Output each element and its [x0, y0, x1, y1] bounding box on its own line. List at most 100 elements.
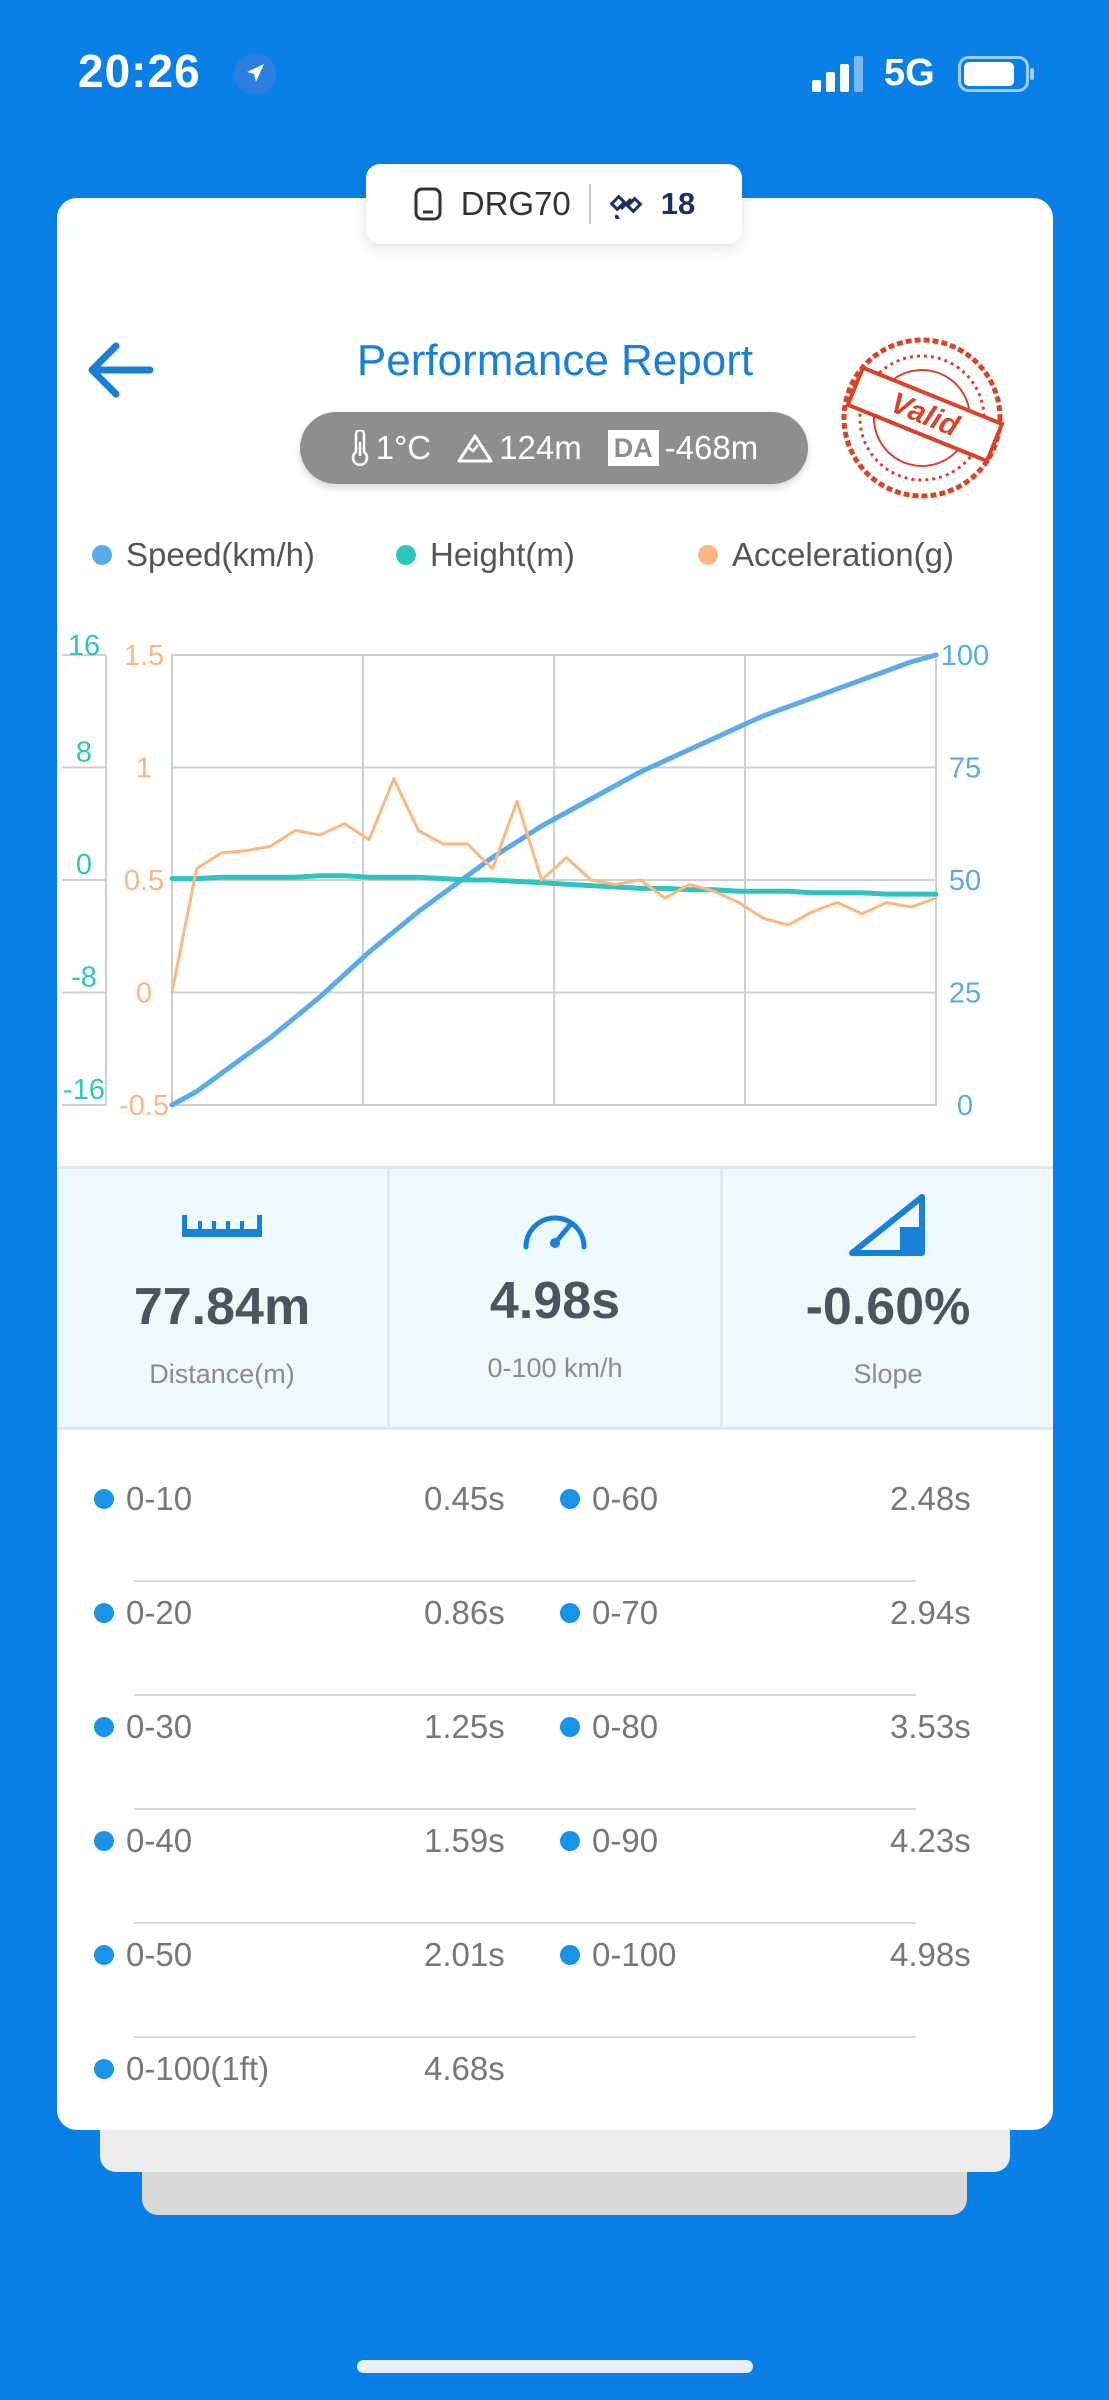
- split-right-time: 2.94s: [890, 1594, 971, 1631]
- split-left-time: 2.01s: [424, 1936, 505, 1973]
- density-altitude-value: -468m: [664, 429, 759, 466]
- device-name: DRG70: [460, 185, 571, 222]
- split-right: 0-100: [560, 1936, 676, 1974]
- split-right-time: 3.53s: [890, 1708, 971, 1745]
- altitude-item: 124m: [457, 429, 582, 467]
- split-left: 0-10: [94, 1480, 192, 1518]
- split-dot: [94, 1945, 114, 1965]
- split-left-time: 1.25s: [424, 1708, 505, 1745]
- stat-slope: -0.60% Slope: [723, 1169, 1053, 1427]
- split-left: 0-20: [94, 1594, 192, 1632]
- split-row: 0-10 0.45s 0-60 2.48s: [90, 1480, 1010, 1540]
- split-row: 0-30 1.25s 0-80 3.53s: [90, 1708, 1010, 1768]
- split-right-time: 2.48s: [890, 1480, 971, 1517]
- chart-legend: Speed(km/h) Height(m) Acceleration(g): [92, 536, 992, 586]
- split-dot: [560, 1945, 580, 1965]
- split-right: 0-70: [560, 1594, 658, 1632]
- split-left: 0-40: [94, 1822, 192, 1860]
- speedometer-icon: [523, 1215, 587, 1250]
- conditions-pill: 1°C 124m DA -468m: [300, 412, 808, 484]
- stat-slope-value: -0.60%: [805, 1278, 971, 1336]
- split-label: 0-10: [126, 1480, 193, 1517]
- split-dot: [560, 1603, 580, 1623]
- back-arrow-icon[interactable]: [82, 330, 162, 410]
- split-dot: [560, 1831, 580, 1851]
- split-right: 0-90: [560, 1822, 658, 1860]
- divider: [134, 1922, 916, 1924]
- temperature-value: 1°C: [375, 429, 432, 466]
- split-left: 0-30: [94, 1708, 192, 1746]
- status-bar: 20:26 5G: [0, 0, 1109, 150]
- divider: [134, 1580, 916, 1582]
- split-row: 0-100(1ft) 4.68s: [90, 2050, 1010, 2110]
- split-label: 0-60: [592, 1480, 659, 1517]
- split-label: 0-80: [592, 1708, 659, 1745]
- split-dot: [94, 1489, 114, 1509]
- ruler-icon: [182, 1215, 262, 1237]
- split-label: 0-70: [592, 1594, 659, 1631]
- split-left: 0-100(1ft): [94, 2050, 269, 2088]
- split-row: 0-50 2.01s 0-100 4.98s: [90, 1936, 1010, 1996]
- legend-label-height: Height(m): [430, 536, 575, 573]
- cellular-signal-icon: [812, 56, 863, 92]
- network-type: 5G: [884, 52, 935, 94]
- split-dot: [94, 1831, 114, 1851]
- split-label: 0-100(1ft): [126, 2050, 270, 2087]
- split-label: 0-100: [592, 1936, 677, 1973]
- legend-dot-height: [396, 545, 416, 565]
- split-right: 0-80: [560, 1708, 658, 1746]
- split-dot: [94, 1717, 114, 1737]
- home-indicator: [357, 2360, 753, 2373]
- split-left-time: 4.68s: [424, 2050, 505, 2087]
- stat-distance: 77.84m Distance(m): [57, 1169, 390, 1427]
- split-left: 0-50: [94, 1936, 192, 1974]
- divider: [134, 1694, 916, 1696]
- stat-time-label: 0-100 km/h: [487, 1353, 623, 1383]
- mountain-icon: [457, 434, 493, 463]
- split-label: 0-30: [126, 1708, 193, 1745]
- valid-stamp: Valid: [841, 337, 1005, 499]
- thermometer-icon: [351, 430, 368, 466]
- legend-item-acceleration: Acceleration(g): [698, 536, 954, 574]
- split-dot: [560, 1489, 580, 1509]
- stat-acceleration-time: 4.98s 0-100 km/h: [390, 1169, 723, 1427]
- slope-icon: [849, 1194, 925, 1256]
- split-dot: [94, 2059, 114, 2079]
- temperature-item: 1°C: [350, 429, 431, 467]
- device-pill[interactable]: DRG70 18: [366, 164, 742, 244]
- stat-distance-value: 77.84m: [133, 1278, 311, 1336]
- split-label: 0-40: [126, 1822, 193, 1859]
- device-icon: [414, 187, 442, 221]
- altitude-value: 124m: [499, 429, 582, 466]
- da-badge: DA: [607, 430, 659, 466]
- legend-dot-speed: [92, 545, 112, 565]
- satellite-icon: [609, 194, 643, 220]
- split-right-time: 4.98s: [890, 1936, 971, 1973]
- page-title: Performance Report: [356, 336, 754, 385]
- stat-slope-label: Slope: [853, 1359, 923, 1389]
- split-right: 0-60: [560, 1480, 658, 1518]
- split-left-time: 0.86s: [424, 1594, 505, 1631]
- split-label: 0-50: [126, 1936, 193, 1973]
- split-right-time: 4.23s: [890, 1822, 971, 1859]
- stats-panel: 77.84m Distance(m) 4.98s 0-100 km/h -0.6…: [57, 1166, 1053, 1430]
- split-left-time: 0.45s: [424, 1480, 505, 1517]
- divider: [134, 2036, 916, 2038]
- legend-dot-acceleration: [698, 545, 718, 565]
- legend-label-speed: Speed(km/h): [126, 536, 315, 573]
- legend-item-speed: Speed(km/h): [92, 536, 315, 574]
- density-altitude-item: DA -468m: [607, 429, 759, 467]
- split-dot: [94, 1603, 114, 1623]
- split-label: 0-20: [126, 1594, 193, 1631]
- location-arrow-icon: [234, 53, 276, 95]
- stat-time-value: 4.98s: [489, 1272, 621, 1330]
- split-left-time: 1.59s: [424, 1822, 505, 1859]
- satellite-count: 18: [660, 186, 696, 221]
- legend-label-acceleration: Acceleration(g): [732, 536, 954, 573]
- stat-distance-label: Distance(m): [149, 1359, 295, 1389]
- divider: [588, 184, 591, 224]
- split-dot: [560, 1717, 580, 1737]
- split-row: 0-40 1.59s 0-90 4.23s: [90, 1822, 1010, 1882]
- split-label: 0-90: [592, 1822, 659, 1859]
- battery-icon: [958, 56, 1034, 92]
